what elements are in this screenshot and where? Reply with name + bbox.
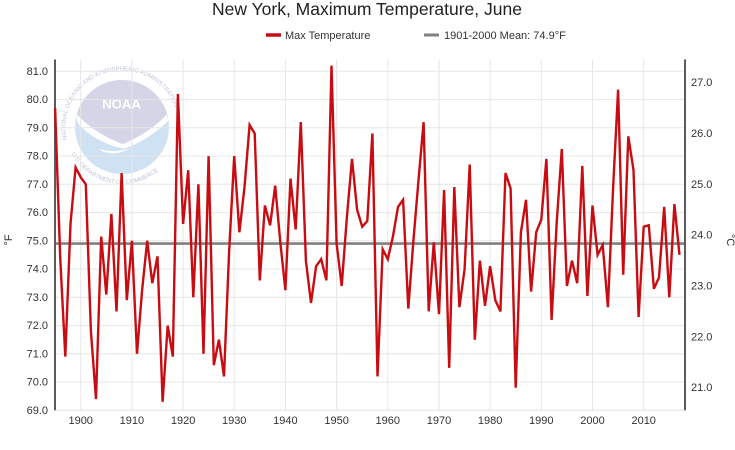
svg-text:2010: 2010 — [631, 415, 655, 427]
svg-text:22.0: 22.0 — [691, 331, 712, 343]
svg-text:New York, Maximum Temperature,: New York, Maximum Temperature, June — [212, 0, 522, 19]
svg-text:1920: 1920 — [171, 415, 195, 427]
svg-text:25.0: 25.0 — [691, 179, 712, 191]
svg-text:81.0: 81.0 — [27, 66, 48, 78]
svg-text:21.0: 21.0 — [691, 382, 712, 394]
svg-text:75.0: 75.0 — [27, 235, 48, 247]
svg-text:°F: °F — [3, 234, 15, 245]
svg-text:80.0: 80.0 — [27, 94, 48, 106]
svg-text:1980: 1980 — [478, 415, 502, 427]
svg-text:72.0: 72.0 — [27, 320, 48, 332]
svg-text:74.0: 74.0 — [27, 264, 48, 276]
svg-text:77.0: 77.0 — [27, 179, 48, 191]
svg-text:26.0: 26.0 — [691, 128, 712, 140]
svg-text:71.0: 71.0 — [27, 348, 48, 360]
svg-text:2000: 2000 — [580, 415, 604, 427]
svg-text:79.0: 79.0 — [27, 122, 48, 134]
svg-text:1910: 1910 — [120, 415, 144, 427]
svg-text:73.0: 73.0 — [27, 292, 48, 304]
svg-text:1900: 1900 — [68, 415, 92, 427]
svg-text:70.0: 70.0 — [27, 377, 48, 389]
svg-text:23.0: 23.0 — [691, 281, 712, 293]
svg-text:1970: 1970 — [427, 415, 451, 427]
svg-text:69.0: 69.0 — [27, 405, 48, 417]
svg-text:1940: 1940 — [273, 415, 297, 427]
svg-text:78.0: 78.0 — [27, 151, 48, 163]
svg-text:Max Temperature: Max Temperature — [285, 30, 370, 42]
svg-text:1930: 1930 — [222, 415, 246, 427]
svg-text:NOAA: NOAA — [102, 97, 141, 112]
svg-text:°C: °C — [724, 234, 735, 246]
svg-text:1960: 1960 — [376, 415, 400, 427]
svg-text:27.0: 27.0 — [691, 77, 712, 89]
svg-text:24.0: 24.0 — [691, 230, 712, 242]
svg-text:76.0: 76.0 — [27, 207, 48, 219]
svg-text:1950: 1950 — [324, 415, 348, 427]
svg-text:1901-2000 Mean: 74.9°F: 1901-2000 Mean: 74.9°F — [444, 30, 566, 42]
svg-text:1990: 1990 — [529, 415, 553, 427]
